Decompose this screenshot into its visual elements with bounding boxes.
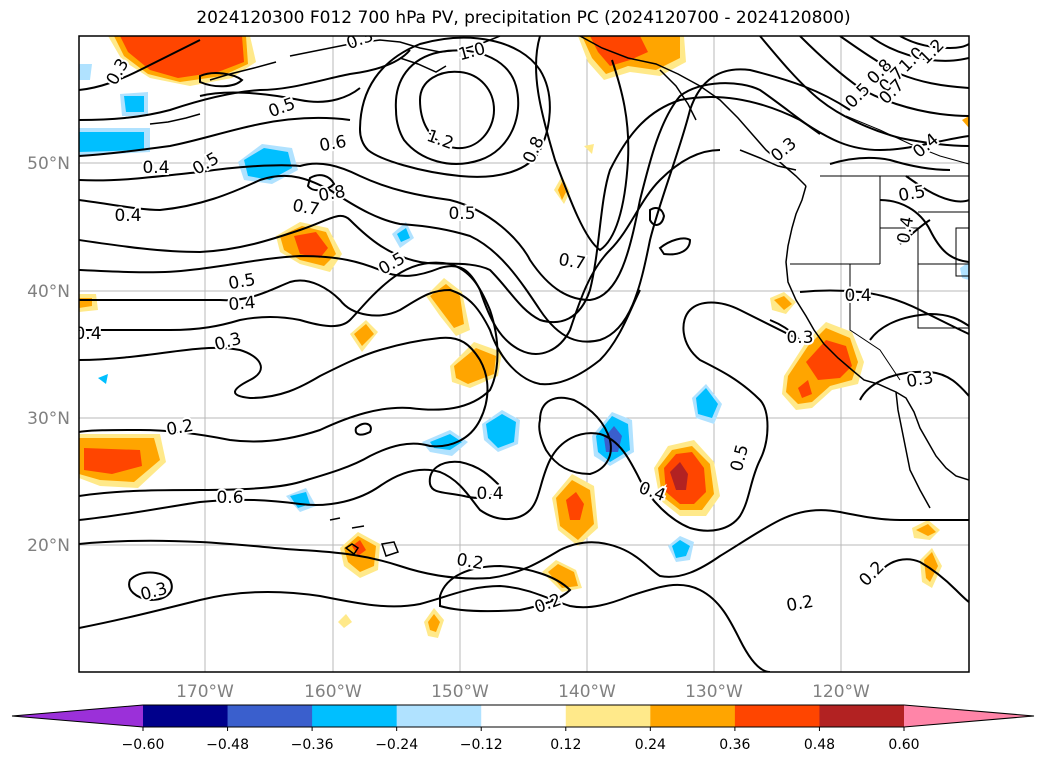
map-title: 2024120300 F012 700 hPa PV, precipitatio…: [196, 8, 851, 28]
colorbar-segment: [227, 705, 313, 727]
pv-contours: [79, 36, 969, 672]
precip-positive-area: [584, 144, 594, 154]
coastlines: [149, 36, 969, 557]
precip-positive-area: [338, 614, 352, 628]
precip-positive-area: [670, 462, 688, 490]
colorbar-extend-max: [904, 705, 1034, 727]
contour-value-label: 0.2: [785, 592, 815, 616]
colorbar-tick-label: −0.48: [206, 737, 249, 753]
colorbar-segment: [396, 705, 482, 727]
colorbar: −0.60 −0.48 −0.36 −0.24 −0.12 0.12 0.24 0.36 0.4…: [11, 704, 1035, 753]
contour-value-label: 0.4: [844, 286, 871, 306]
precip-positive-area: [430, 284, 464, 328]
precip-positive-area: [806, 340, 852, 380]
precip-negative-area: [397, 228, 410, 242]
lon-label: 120°W: [812, 682, 870, 702]
precip-negative-area: [79, 132, 144, 152]
lat-label: 40°N: [27, 282, 70, 302]
lon-label: 160°W: [304, 682, 362, 702]
precip-positive-area: [428, 614, 440, 632]
contour-value-label: 0.4: [476, 484, 503, 504]
colorbar-tick-label: 0.24: [635, 737, 666, 753]
precip-positive-area: [84, 448, 142, 474]
precip-positive-area: [798, 380, 812, 398]
precip-negative-area: [98, 374, 108, 384]
colorbar-tick-label: −0.60: [122, 737, 165, 753]
precip-positive-area: [558, 182, 566, 200]
lon-label: 150°W: [431, 682, 489, 702]
colorbar-segment: [650, 705, 736, 727]
precip-positive-area: [916, 524, 936, 536]
contour-value-label: 0.7: [557, 250, 587, 274]
colorbar-segment: [143, 705, 229, 727]
political-borders: [790, 115, 969, 381]
contour-value-label: 0.5: [448, 204, 475, 224]
lat-label: 20°N: [27, 536, 70, 556]
precip-negative-area: [486, 414, 516, 448]
colorbar-extend-min: [12, 705, 143, 727]
contour-value-label: 0.3: [786, 328, 813, 348]
lat-label: 50°N: [27, 154, 70, 174]
plot-area: 1.01.2 0.80.70.60.50.40.30.20.60.40.50.80…: [74, 36, 969, 672]
precip-positive-area: [548, 564, 578, 588]
colorbar-tick-label: −0.36: [291, 737, 334, 753]
precip-positive-area: [354, 324, 374, 346]
precip-negative-area: [696, 388, 718, 418]
precip-positive-area: [120, 36, 244, 78]
precip-positive-area: [774, 296, 792, 310]
colorbar-segment: [312, 705, 398, 727]
contour-value-label: 0.4: [74, 324, 101, 344]
precip-positive-area: [924, 552, 938, 582]
precip-negative-area: [124, 96, 144, 112]
lat-label: 30°N: [27, 409, 70, 429]
precip-negative-area: [244, 148, 292, 180]
precip-positive-area: [352, 540, 366, 556]
longitude-axis: 170°W 160°W 150°W 140°W 130°W 120°W: [176, 682, 870, 702]
latitude-axis: 50°N 40°N 30°N 20°N: [27, 154, 70, 556]
contour-value-label: 0.4: [142, 158, 169, 178]
contour-value-label: 0.6: [216, 488, 243, 508]
colorbar-tick-label: −0.24: [375, 737, 418, 753]
precip-positive-area: [962, 116, 969, 128]
contour-value-label: 0.4: [114, 206, 141, 226]
plot-frame: [78, 35, 970, 673]
lon-label: 130°W: [685, 682, 743, 702]
colorbar-segment: [734, 705, 820, 727]
colorbar-tick-label: 0.12: [550, 737, 581, 753]
precip-negative-area: [672, 540, 690, 558]
colorbar-segment: [565, 705, 651, 727]
lon-label: 170°W: [176, 682, 234, 702]
precip-negative-area: [79, 64, 92, 80]
colorbar-tick-label: −0.12: [460, 737, 503, 753]
contour-value-label: 0.4: [228, 293, 257, 315]
precip-positive-area: [566, 492, 584, 520]
precip-positive-area: [590, 36, 648, 66]
precip-positive-area: [294, 232, 328, 258]
colorbar-segment: [481, 705, 567, 727]
lon-label: 140°W: [558, 682, 616, 702]
colorbar-tick-label: 0.36: [719, 737, 750, 753]
colorbar-tick-label: 0.48: [804, 737, 835, 753]
colorbar-tick-label: 0.60: [888, 737, 919, 753]
colorbar-segment: [819, 705, 905, 727]
